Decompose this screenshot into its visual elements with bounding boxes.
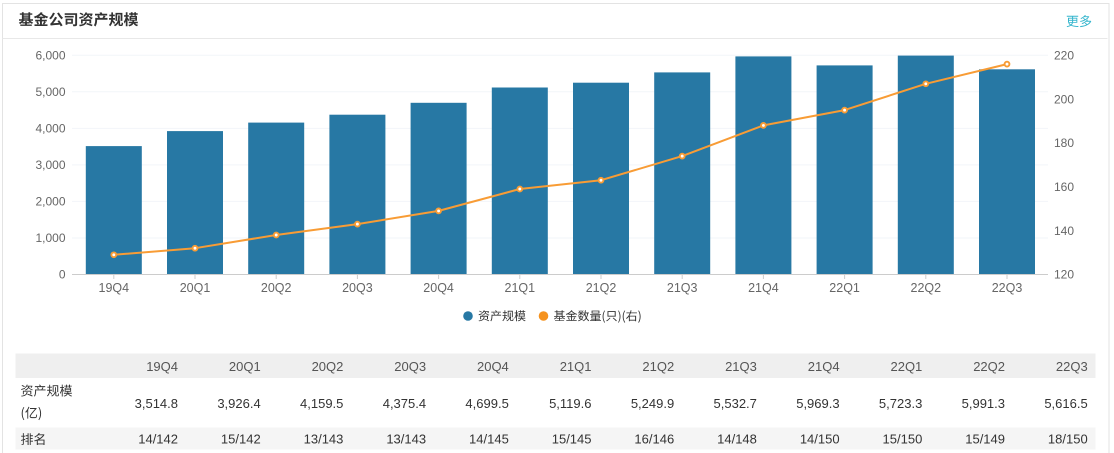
- svg-text:200: 200: [1054, 92, 1074, 106]
- svg-text:22Q3: 22Q3: [992, 281, 1023, 295]
- svg-text:4,699.5: 4,699.5: [465, 396, 508, 411]
- svg-text:15/142: 15/142: [221, 432, 261, 447]
- svg-text:5,616.5: 5,616.5: [1044, 396, 1087, 411]
- svg-text:4,375.4: 4,375.4: [383, 396, 426, 411]
- svg-text:1,000: 1,000: [35, 231, 65, 245]
- svg-text:3,926.4: 3,926.4: [217, 396, 260, 411]
- svg-text:5,532.7: 5,532.7: [714, 396, 757, 411]
- svg-text:4,159.5: 4,159.5: [300, 396, 343, 411]
- svg-text:5,000: 5,000: [35, 85, 65, 99]
- svg-text:22Q3: 22Q3: [1056, 359, 1088, 374]
- svg-text:2,000: 2,000: [35, 195, 65, 209]
- svg-text:22Q2: 22Q2: [911, 281, 942, 295]
- svg-text:21Q2: 21Q2: [642, 359, 674, 374]
- svg-text:14/145: 14/145: [469, 432, 509, 447]
- svg-text:5,119.6: 5,119.6: [549, 396, 591, 411]
- svg-text:20Q1: 20Q1: [229, 359, 261, 374]
- svg-text:3,000: 3,000: [35, 158, 65, 172]
- svg-text:5,723.3: 5,723.3: [879, 396, 922, 411]
- svg-text:21Q4: 21Q4: [748, 281, 779, 295]
- svg-text:20Q3: 20Q3: [342, 281, 373, 295]
- svg-text:15/149: 15/149: [965, 432, 1005, 447]
- svg-text:4,000: 4,000: [35, 122, 65, 136]
- svg-text:22Q1: 22Q1: [829, 281, 860, 295]
- svg-text:20Q4: 20Q4: [423, 281, 454, 295]
- svg-text:14/142: 14/142: [138, 432, 178, 447]
- svg-text:14/148: 14/148: [717, 432, 757, 447]
- svg-text:21Q3: 21Q3: [667, 281, 698, 295]
- svg-text:160: 160: [1054, 180, 1074, 194]
- svg-text:13/143: 13/143: [386, 432, 426, 447]
- svg-text:20Q3: 20Q3: [394, 359, 426, 374]
- svg-text:19Q4: 19Q4: [99, 281, 130, 295]
- svg-text:5,969.3: 5,969.3: [796, 396, 839, 411]
- svg-text:5,991.3: 5,991.3: [962, 396, 1005, 411]
- svg-text:21Q3: 21Q3: [725, 359, 757, 374]
- svg-text:20Q2: 20Q2: [261, 281, 292, 295]
- svg-text:220: 220: [1054, 49, 1074, 63]
- svg-text:180: 180: [1054, 136, 1074, 150]
- svg-text:15/145: 15/145: [552, 432, 592, 447]
- svg-text:22Q2: 22Q2: [973, 359, 1005, 374]
- svg-text:21Q4: 21Q4: [808, 359, 840, 374]
- svg-text:20Q4: 20Q4: [477, 359, 509, 374]
- svg-text:18/150: 18/150: [1048, 432, 1088, 447]
- svg-text:0: 0: [59, 268, 66, 282]
- svg-text:120: 120: [1054, 268, 1074, 282]
- svg-text:22Q1: 22Q1: [890, 359, 922, 374]
- svg-text:6,000: 6,000: [35, 49, 65, 63]
- svg-text:3,514.8: 3,514.8: [135, 396, 178, 411]
- svg-text:14/150: 14/150: [800, 432, 840, 447]
- svg-text:20Q1: 20Q1: [180, 281, 211, 295]
- svg-text:140: 140: [1054, 224, 1074, 238]
- svg-text:5,249.9: 5,249.9: [631, 396, 674, 411]
- svg-text:16/146: 16/146: [634, 432, 674, 447]
- svg-text:13/143: 13/143: [304, 432, 344, 447]
- svg-text:20Q2: 20Q2: [312, 359, 344, 374]
- svg-text:21Q1: 21Q1: [505, 281, 536, 295]
- svg-text:15/150: 15/150: [883, 432, 923, 447]
- svg-text:21Q2: 21Q2: [586, 281, 617, 295]
- svg-text:19Q4: 19Q4: [146, 359, 178, 374]
- svg-text:21Q1: 21Q1: [560, 359, 592, 374]
